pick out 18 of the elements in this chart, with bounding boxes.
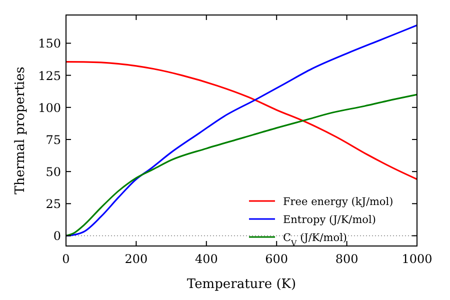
y-tick-label: 25	[46, 197, 61, 212]
x-tick-label: 800	[335, 252, 358, 266]
x-axis-title: Temperature (K)	[186, 277, 296, 292]
y-tick-label: 75	[46, 132, 61, 147]
x-tick-label: 0	[62, 252, 70, 266]
x-tick-label: 400	[194, 252, 218, 266]
line-series	[65, 61, 418, 180]
y-tick-label: 50	[46, 165, 61, 180]
y-tick-label: 0	[53, 229, 61, 244]
y-axis-title: Thermal properties	[13, 66, 28, 194]
x-tick-label: 200	[124, 252, 148, 266]
legend-label: Entropy (J/K/mol)	[283, 214, 376, 226]
y-tick-label: 100	[38, 100, 61, 115]
y-tick-label: 150	[38, 36, 61, 51]
x-tick-label: 600	[265, 252, 288, 266]
x-tick-label: 1000	[402, 252, 432, 266]
y-tick-label: 125	[38, 68, 61, 83]
legend-label: Free energy (kJ/mol)	[283, 196, 394, 208]
